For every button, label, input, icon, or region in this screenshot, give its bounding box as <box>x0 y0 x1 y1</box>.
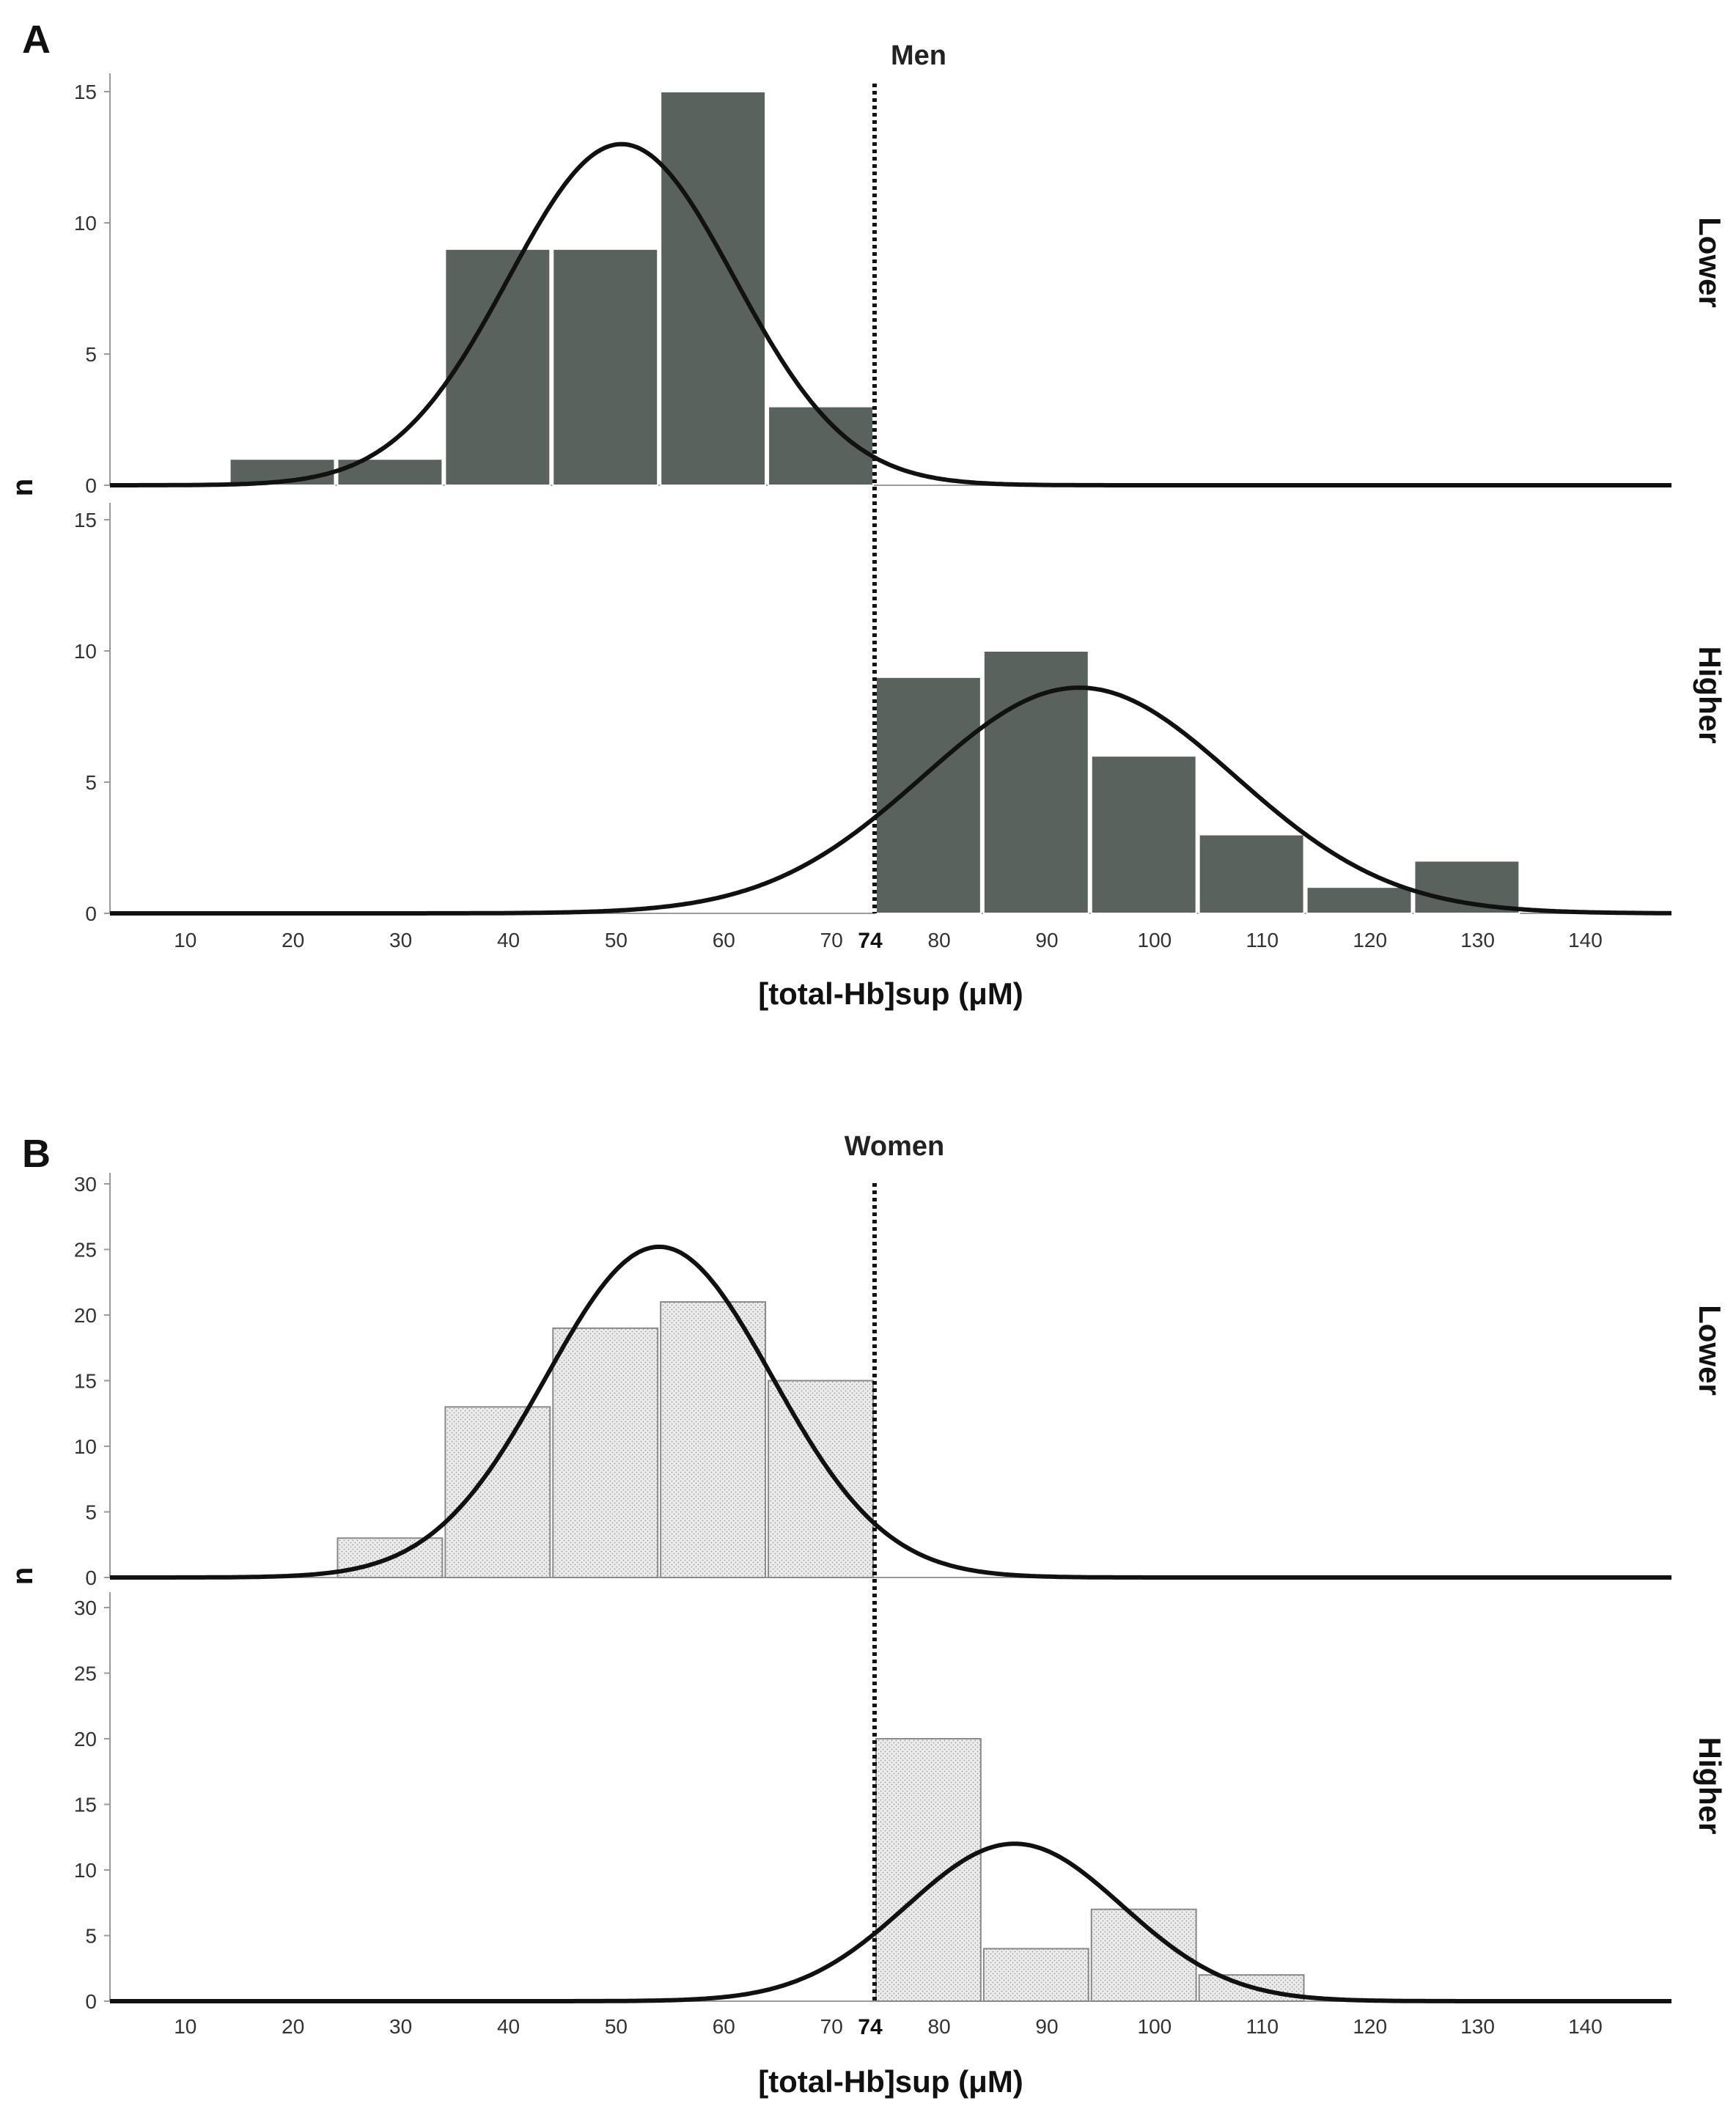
histogram-bar <box>875 676 982 914</box>
y-tick-label: 15 <box>74 1794 97 1816</box>
y-tick-label: 10 <box>74 640 97 663</box>
normal-curve <box>110 685 1671 916</box>
y-tick-label: 10 <box>74 1859 97 1882</box>
x-tick-label: 60 <box>713 2015 735 2038</box>
x-axis-label: [total-Hb]sup (μM) <box>758 976 1023 1011</box>
x-tick-label: 90 <box>1035 929 1058 951</box>
x-tick-label: 20 <box>282 2015 304 2038</box>
row-label: Lower <box>1693 1305 1727 1396</box>
x-axis-label: [total-Hb]sup (μM) <box>758 2064 1023 2099</box>
histogram-bar <box>660 1301 767 1578</box>
histogram-bar <box>552 248 659 486</box>
row-label: Lower <box>1693 217 1727 308</box>
x-tick-label: 120 <box>1353 2015 1387 2038</box>
histogram-bar <box>444 1406 551 1579</box>
x-tick-label: 100 <box>1138 2015 1172 2038</box>
row-label: Higher <box>1693 1737 1727 1834</box>
histogram-bar <box>875 1738 982 2002</box>
chart-title: Men <box>891 40 946 71</box>
normal-curve <box>110 1841 1671 2003</box>
x-tick-label: 40 <box>497 929 520 951</box>
x-tick-label: 30 <box>389 2015 412 2038</box>
x-tick-label: 130 <box>1460 929 1495 951</box>
y-tick-label: 0 <box>85 474 97 497</box>
panel-letter: B <box>22 1132 51 1176</box>
x-tick-label: 140 <box>1568 929 1603 951</box>
panel-a: A Men 0 5 10 15 Lower 0 5 10 15 Higher 10 20 30 40 50 60 7… <box>7 18 1727 1011</box>
y-tick-label: 15 <box>74 509 97 531</box>
histogram-bar <box>1413 860 1520 915</box>
x-tick-label: 70 <box>820 2015 843 2038</box>
x-tick-label: 80 <box>928 929 951 951</box>
y-tick-label: 15 <box>74 1370 97 1393</box>
y-tick-label: 15 <box>74 81 97 103</box>
panel-letter: A <box>22 18 51 62</box>
normal-curve <box>110 141 1671 487</box>
histogram-bar <box>1090 755 1197 914</box>
cutoff-tick-label: 74 <box>858 929 883 953</box>
x-tick-label: 50 <box>605 929 628 951</box>
y-axis-label: n <box>7 1567 39 1585</box>
histogram-bar <box>444 248 551 486</box>
x-tick-label: 120 <box>1353 929 1387 951</box>
y-tick-label: 5 <box>85 1925 97 1948</box>
y-tick-label: 5 <box>85 343 97 366</box>
x-tick-label: 140 <box>1568 2015 1603 2038</box>
y-tick-label: 20 <box>74 1728 97 1750</box>
x-tick-label: 10 <box>174 2015 196 2038</box>
y-tick-label: 20 <box>74 1304 97 1327</box>
y-tick-label: 10 <box>74 1435 97 1458</box>
y-tick-label: 0 <box>85 902 97 925</box>
x-tick-label: 20 <box>282 929 304 951</box>
x-tick-label: 90 <box>1035 2015 1058 2038</box>
panel-b: B Women 0 5 10 15 20 25 30 Lower 0 5 10 15 20 25 30 Highe… <box>7 1131 1727 2099</box>
y-axis-label: n <box>7 479 39 496</box>
subplot-lower: 0 5 10 15 20 25 30 Lower <box>74 1173 1727 1589</box>
chart-title: Women <box>845 1131 945 1162</box>
cutoff-tick-label: 74 <box>858 2015 883 2039</box>
subplot-higher: 0 5 10 15 Higher <box>74 503 1727 925</box>
x-tick-label: 100 <box>1138 929 1172 951</box>
x-tick-label: 70 <box>820 929 843 951</box>
y-tick-label: 5 <box>85 1501 97 1524</box>
y-tick-label: 0 <box>85 1566 97 1589</box>
x-tick-label: 110 <box>1246 2015 1279 2038</box>
subplot-lower: 0 5 10 15 Lower <box>74 73 1727 497</box>
histogram-bar <box>552 1327 659 1579</box>
subplot-higher: 0 5 10 15 20 25 30 Higher <box>74 1592 1727 2013</box>
normal-curve <box>110 1244 1671 1580</box>
x-tick-label: 130 <box>1460 2015 1495 2038</box>
x-tick-label: 80 <box>928 2015 951 2038</box>
x-tick-label: 60 <box>713 929 735 951</box>
x-tick-label: 110 <box>1246 929 1279 951</box>
histogram-bar <box>982 1948 1089 2002</box>
y-tick-label: 30 <box>74 1173 97 1196</box>
histogram-bar <box>1198 833 1305 914</box>
histogram-bar <box>768 1380 874 1578</box>
y-tick-label: 10 <box>74 212 97 235</box>
y-tick-label: 25 <box>74 1663 97 1685</box>
y-tick-label: 30 <box>74 1597 97 1619</box>
x-tick-label: 10 <box>174 929 196 951</box>
y-tick-label: 25 <box>74 1239 97 1262</box>
x-tick-label: 40 <box>497 2015 520 2038</box>
x-tick-label: 50 <box>605 2015 628 2038</box>
histogram-bar <box>982 650 1089 914</box>
y-tick-label: 0 <box>85 1990 97 2013</box>
x-tick-label: 30 <box>389 929 412 951</box>
histogram-bar <box>660 91 767 486</box>
histogram-bar <box>1306 886 1413 914</box>
row-label: Higher <box>1693 646 1727 743</box>
y-tick-label: 5 <box>85 771 97 794</box>
